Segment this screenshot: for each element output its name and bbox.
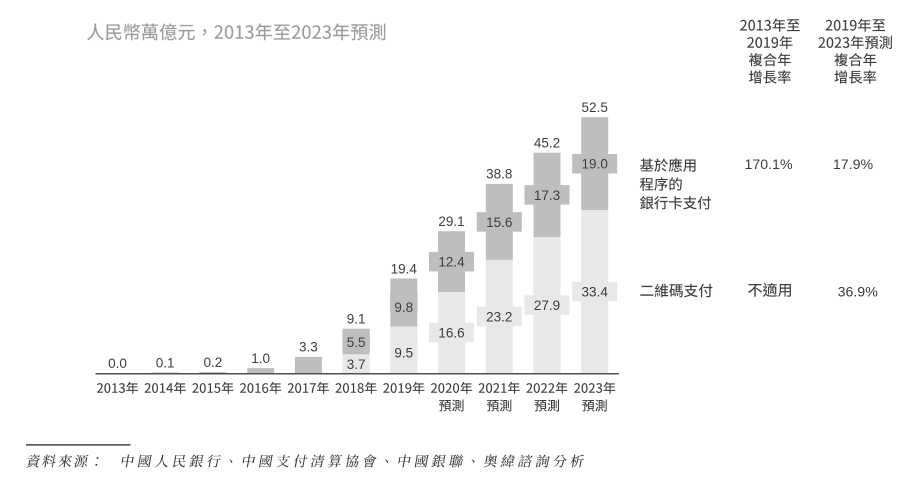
svg-text:17.9%: 17.9% bbox=[833, 157, 874, 173]
svg-text:19.4: 19.4 bbox=[391, 261, 418, 276]
svg-text:0.0: 0.0 bbox=[108, 356, 127, 371]
svg-text:170.1%: 170.1% bbox=[744, 157, 793, 173]
svg-text:3.3: 3.3 bbox=[299, 340, 318, 355]
svg-text:9.1: 9.1 bbox=[347, 312, 366, 327]
svg-text:45.2: 45.2 bbox=[534, 136, 560, 151]
svg-text:38.8: 38.8 bbox=[486, 167, 512, 182]
svg-text:9.8: 9.8 bbox=[394, 300, 413, 315]
svg-text:12.4: 12.4 bbox=[438, 255, 465, 270]
svg-text:23.2: 23.2 bbox=[486, 310, 512, 325]
svg-text:52.5: 52.5 bbox=[582, 100, 608, 115]
svg-text:36.9%: 36.9% bbox=[838, 284, 879, 300]
svg-text:1.0: 1.0 bbox=[251, 351, 270, 366]
svg-text:9.5: 9.5 bbox=[394, 345, 413, 360]
svg-text:0.2: 0.2 bbox=[204, 355, 223, 370]
svg-text:0.1: 0.1 bbox=[156, 355, 175, 370]
svg-text:15.6: 15.6 bbox=[486, 215, 512, 230]
svg-text:29.1: 29.1 bbox=[438, 214, 464, 229]
svg-text:17.3: 17.3 bbox=[534, 188, 560, 203]
svg-text:3.7: 3.7 bbox=[347, 357, 366, 372]
svg-text:27.9: 27.9 bbox=[534, 298, 560, 313]
svg-text:5.5: 5.5 bbox=[347, 335, 366, 350]
svg-text:33.4: 33.4 bbox=[582, 285, 609, 300]
svg-text:16.6: 16.6 bbox=[438, 326, 464, 341]
svg-text:19.0: 19.0 bbox=[582, 157, 608, 172]
